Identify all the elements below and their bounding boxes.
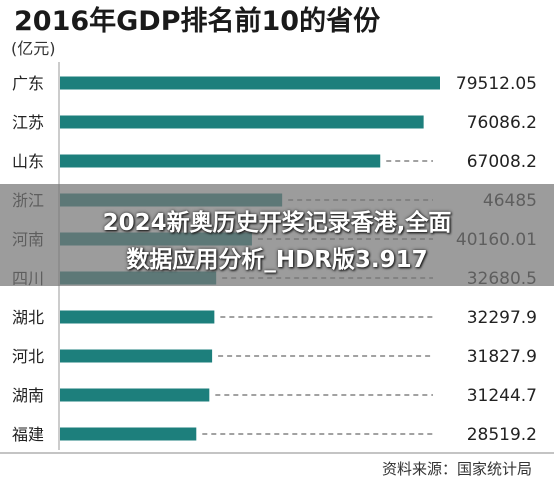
value-label: 32297.9 <box>467 308 537 328</box>
category-label: 河北 <box>12 347 44 366</box>
bar <box>60 154 381 168</box>
value-label: 28519.2 <box>467 425 537 445</box>
bar <box>60 310 215 324</box>
overlay-headline-line-1: 2024新奥历史开奖记录香港,全面 <box>102 210 452 236</box>
bar <box>60 115 424 129</box>
overlay-headline-line-2: 数据应用分析_HDR版3.917 <box>126 247 428 273</box>
overlay-banner: 2024新奥历史开奖记录香港,全面 数据应用分析_HDR版3.917 <box>0 184 554 286</box>
bar <box>60 349 213 363</box>
bar <box>60 427 197 441</box>
source-note: 资料来源：国家统计局 <box>382 460 532 478</box>
category-label: 广东 <box>12 74 44 93</box>
category-label: 山东 <box>12 152 44 171</box>
category-label: 湖南 <box>12 386 44 405</box>
value-label: 31244.7 <box>467 386 537 406</box>
value-label: 67008.2 <box>467 152 537 172</box>
bar <box>60 388 210 402</box>
category-label: 福建 <box>12 425 44 444</box>
bar <box>60 76 440 90</box>
value-label: 76086.2 <box>467 113 537 133</box>
chart-title: 2016年GDP排名前10的省份 <box>14 5 380 37</box>
value-label: 31827.9 <box>467 347 537 367</box>
category-label: 湖北 <box>12 308 44 327</box>
category-label: 江苏 <box>12 113 44 132</box>
value-label: 79512.05 <box>456 74 537 94</box>
unit-label: (亿元) <box>11 39 56 58</box>
